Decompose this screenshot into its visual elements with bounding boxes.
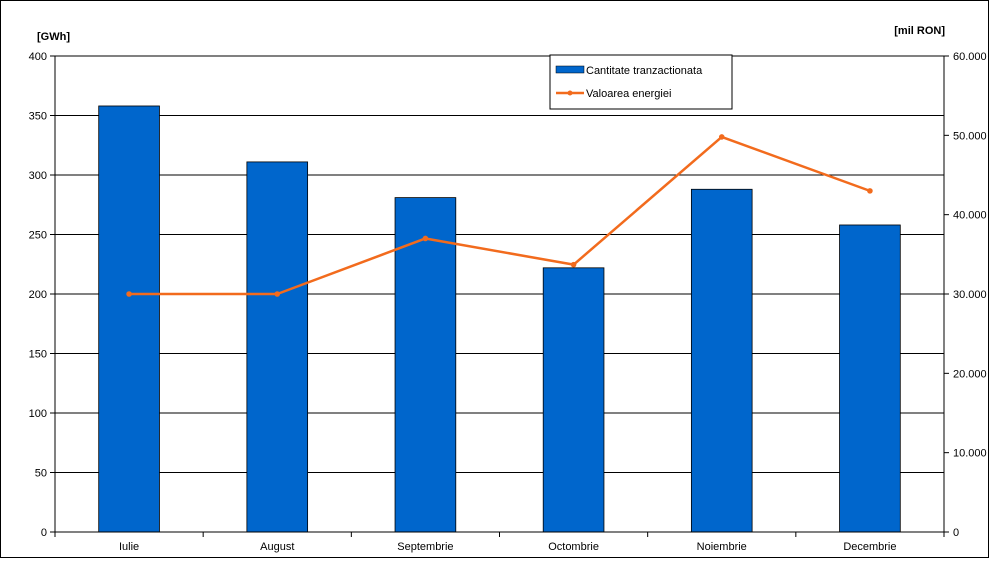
value-line (129, 135, 871, 296)
legend-box (549, 54, 733, 110)
bar (690, 188, 753, 533)
x-tick-label: August (260, 541, 294, 553)
y-tick-label: 400 (29, 51, 47, 63)
axis-labels: 0 50 100 150 200 250 300 350 400 0 10.000 20.000 30.… (29, 51, 987, 553)
y2-axis-title: [mil RON] (894, 25, 945, 37)
y2-tick-label: 0 (953, 527, 959, 539)
line-point (422, 235, 429, 242)
y-tick-label: 350 (29, 111, 47, 123)
bar (839, 224, 901, 533)
y-axis-title: [GWh] (37, 31, 70, 43)
line-point (867, 188, 873, 194)
y2-tick-label: 40.000 (953, 210, 987, 222)
legend-label-bar: Cantitate tranzactionata (586, 65, 703, 77)
y2-tick-label: 30.000 (953, 289, 987, 301)
y2-tick-label: 60.000 (953, 51, 987, 63)
legend-label-line: Valoarea energiei (586, 88, 671, 100)
y2-tick-label: 50.000 (953, 130, 987, 142)
line-point (570, 261, 577, 268)
x-tick-label: Decembrie (843, 541, 896, 553)
y-tick-label: 150 (29, 349, 47, 361)
legend-swatch-marker (567, 90, 573, 96)
line-point (718, 134, 725, 140)
bar (542, 267, 605, 533)
x-tick-label: Septembrie (397, 541, 453, 553)
y-tick-label: 300 (29, 170, 47, 182)
line-point (126, 291, 132, 297)
legend-swatch-bar (555, 65, 585, 74)
y-tick-label: 50 (35, 468, 47, 480)
y-tick-label: 0 (41, 527, 47, 539)
bar (98, 105, 160, 533)
y-tick-label: 200 (29, 289, 47, 301)
line-series (126, 134, 873, 297)
x-tick-label: Noiembrie (697, 541, 747, 553)
bar (394, 197, 457, 533)
axes (50, 55, 949, 537)
x-tick-label: Iulie (119, 541, 139, 553)
legend: Cantitate tranzactionata Valoarea energi… (549, 54, 733, 110)
y2-tick-label: 10.000 (953, 448, 987, 460)
y-tick-label: 100 (29, 408, 47, 420)
y2-tick-label: 20.000 (953, 368, 987, 380)
x-tick-label: Octombrie (548, 541, 599, 553)
y-tick-label: 250 (29, 230, 47, 242)
line-point (274, 291, 281, 297)
gridlines (55, 55, 944, 473)
bar (246, 161, 309, 533)
bar-series (98, 105, 901, 533)
